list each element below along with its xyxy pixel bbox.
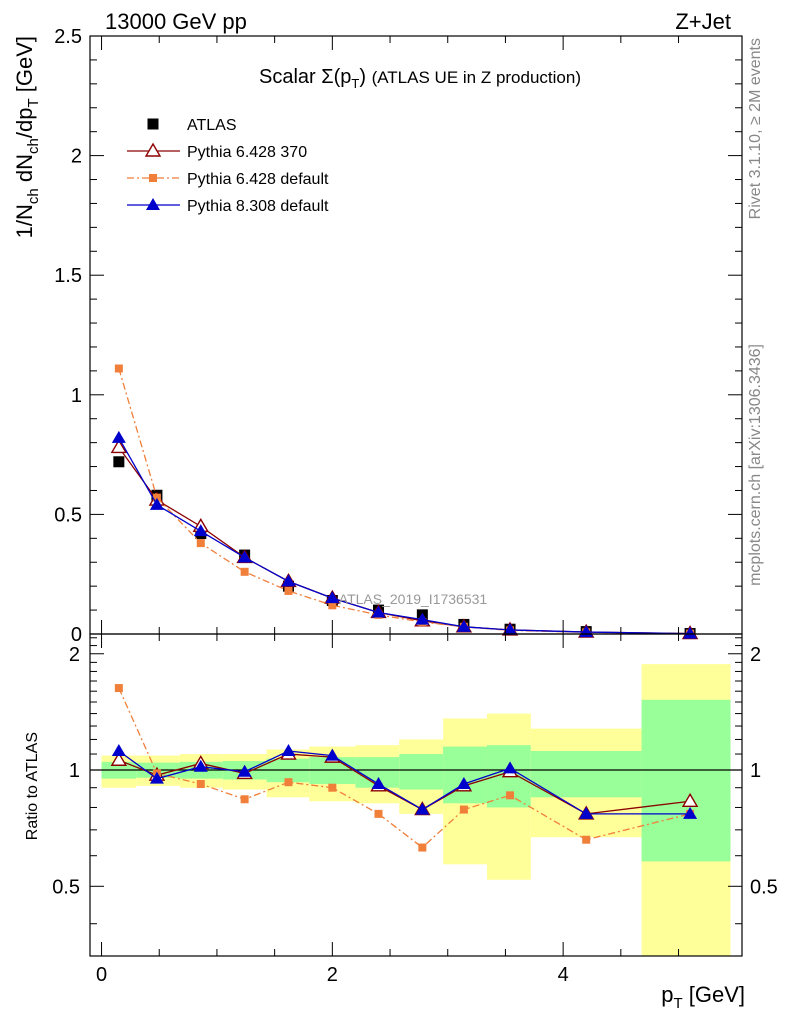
data-point bbox=[506, 791, 515, 800]
data-point bbox=[503, 761, 518, 774]
y-tick-label: 1.5 bbox=[54, 265, 82, 287]
data-point bbox=[281, 744, 296, 757]
data-point bbox=[418, 843, 427, 852]
data-point bbox=[371, 777, 386, 790]
uncertainty-band-green bbox=[443, 746, 487, 804]
data-point bbox=[284, 778, 293, 787]
uncertainty-band-green bbox=[530, 751, 642, 798]
rivet-version-label: Rivet 3.1.10, ≥ 2M events bbox=[747, 38, 764, 219]
data-point bbox=[579, 806, 594, 819]
data-point bbox=[415, 612, 430, 625]
data-point bbox=[193, 759, 208, 772]
legend-entry: Pythia 6.428 370 bbox=[127, 142, 307, 161]
data-point bbox=[582, 835, 591, 844]
data-point bbox=[503, 622, 518, 635]
data-point bbox=[149, 497, 164, 510]
ratio-frame bbox=[89, 633, 743, 957]
legend-marker bbox=[147, 118, 159, 130]
data-point bbox=[456, 777, 471, 790]
legend-label: Pythia 8.308 default bbox=[187, 198, 329, 215]
data-point bbox=[371, 605, 386, 618]
legend-marker bbox=[144, 142, 162, 157]
x-tick-label: 4 bbox=[558, 964, 569, 986]
legend-label: ATLAS bbox=[187, 117, 237, 134]
legend-marker bbox=[149, 174, 157, 182]
header-process: Z+Jet bbox=[675, 9, 731, 34]
series-line bbox=[118, 437, 691, 635]
y-tick-label: 2 bbox=[71, 146, 82, 168]
data-point bbox=[325, 748, 340, 761]
header-energy: 13000 GeV pp bbox=[105, 9, 247, 34]
legend: ATLAS Pythia 6.428 370 Pythia 6.428 defaul… bbox=[127, 117, 329, 215]
ratio-y-tick-label: 2 bbox=[69, 644, 80, 666]
data-point bbox=[374, 809, 383, 818]
x-tick-label: 2 bbox=[327, 964, 338, 986]
ratio-y-tick-label: 1 bbox=[69, 760, 80, 782]
series-line bbox=[118, 750, 691, 815]
series-line bbox=[118, 687, 691, 849]
data-point bbox=[152, 493, 161, 502]
mcplots-label: mcplots.cern.ch [arXiv:1306.3436] bbox=[747, 344, 764, 586]
data-point bbox=[110, 751, 128, 766]
legend-entry: Pythia 6.428 default bbox=[127, 171, 329, 188]
uncertainty-band-green bbox=[399, 754, 444, 790]
y-tick-label: 0 bbox=[71, 624, 82, 646]
data-point bbox=[237, 764, 252, 777]
data-point bbox=[459, 805, 468, 814]
data-point bbox=[328, 783, 337, 792]
legend-label: Pythia 6.428 default bbox=[187, 171, 329, 188]
plot-title: Scalar Σ(pT) (ATLAS UE in Z production) bbox=[259, 66, 581, 91]
ratio-panel bbox=[89, 633, 743, 957]
data-point bbox=[683, 626, 698, 639]
data-point bbox=[114, 684, 123, 693]
data-point bbox=[328, 601, 337, 610]
legend-label: Pythia 6.428 370 bbox=[187, 144, 307, 161]
data-point bbox=[237, 550, 252, 563]
ratio-y-axis-title: Ratio to ATLAS bbox=[24, 732, 41, 840]
series-line bbox=[118, 753, 691, 815]
data-point bbox=[114, 364, 123, 373]
ratio-y-tick-label-right: 1 bbox=[750, 760, 761, 782]
main-panel: Scalar Σ(pT) (ATLAS UE in Z production) … bbox=[89, 35, 743, 640]
data-point bbox=[284, 586, 293, 595]
data-point bbox=[193, 524, 208, 537]
data-point bbox=[111, 430, 126, 443]
data-point bbox=[456, 619, 471, 632]
legend-entry: Pythia 8.308 default bbox=[127, 198, 329, 215]
ratio-y-tick-label: 0.5 bbox=[52, 876, 80, 898]
data-point bbox=[415, 802, 430, 815]
legend-marker bbox=[146, 198, 160, 210]
data-point bbox=[281, 574, 296, 587]
main-y-axis-title: 1/Nch dNch/dpT [GeV] bbox=[12, 36, 42, 238]
watermark-label: ATLAS_2019_I1736531 bbox=[339, 591, 488, 607]
data-point bbox=[113, 456, 125, 468]
x-axis-title: pT [GeV] bbox=[661, 982, 745, 1012]
y-tick-label: 2.5 bbox=[54, 26, 82, 48]
ratio-y-tick-label-right: 0.5 bbox=[750, 876, 778, 898]
ratio-y-tick-label-right: 2 bbox=[750, 644, 761, 666]
data-point bbox=[325, 591, 340, 604]
uncertainty-band-green bbox=[641, 699, 731, 862]
data-point bbox=[111, 744, 126, 757]
legend-entry: ATLAS bbox=[147, 117, 237, 134]
data-point bbox=[240, 795, 249, 804]
data-point bbox=[110, 439, 128, 454]
data-point bbox=[196, 539, 205, 548]
y-tick-label: 1 bbox=[71, 385, 82, 407]
x-tick-label: 0 bbox=[96, 964, 107, 986]
data-point bbox=[683, 806, 698, 819]
data-point bbox=[681, 792, 699, 807]
data-point bbox=[240, 567, 249, 576]
data-point bbox=[149, 771, 164, 784]
y-tick-label: 0.5 bbox=[54, 504, 82, 526]
data-point bbox=[196, 780, 205, 789]
